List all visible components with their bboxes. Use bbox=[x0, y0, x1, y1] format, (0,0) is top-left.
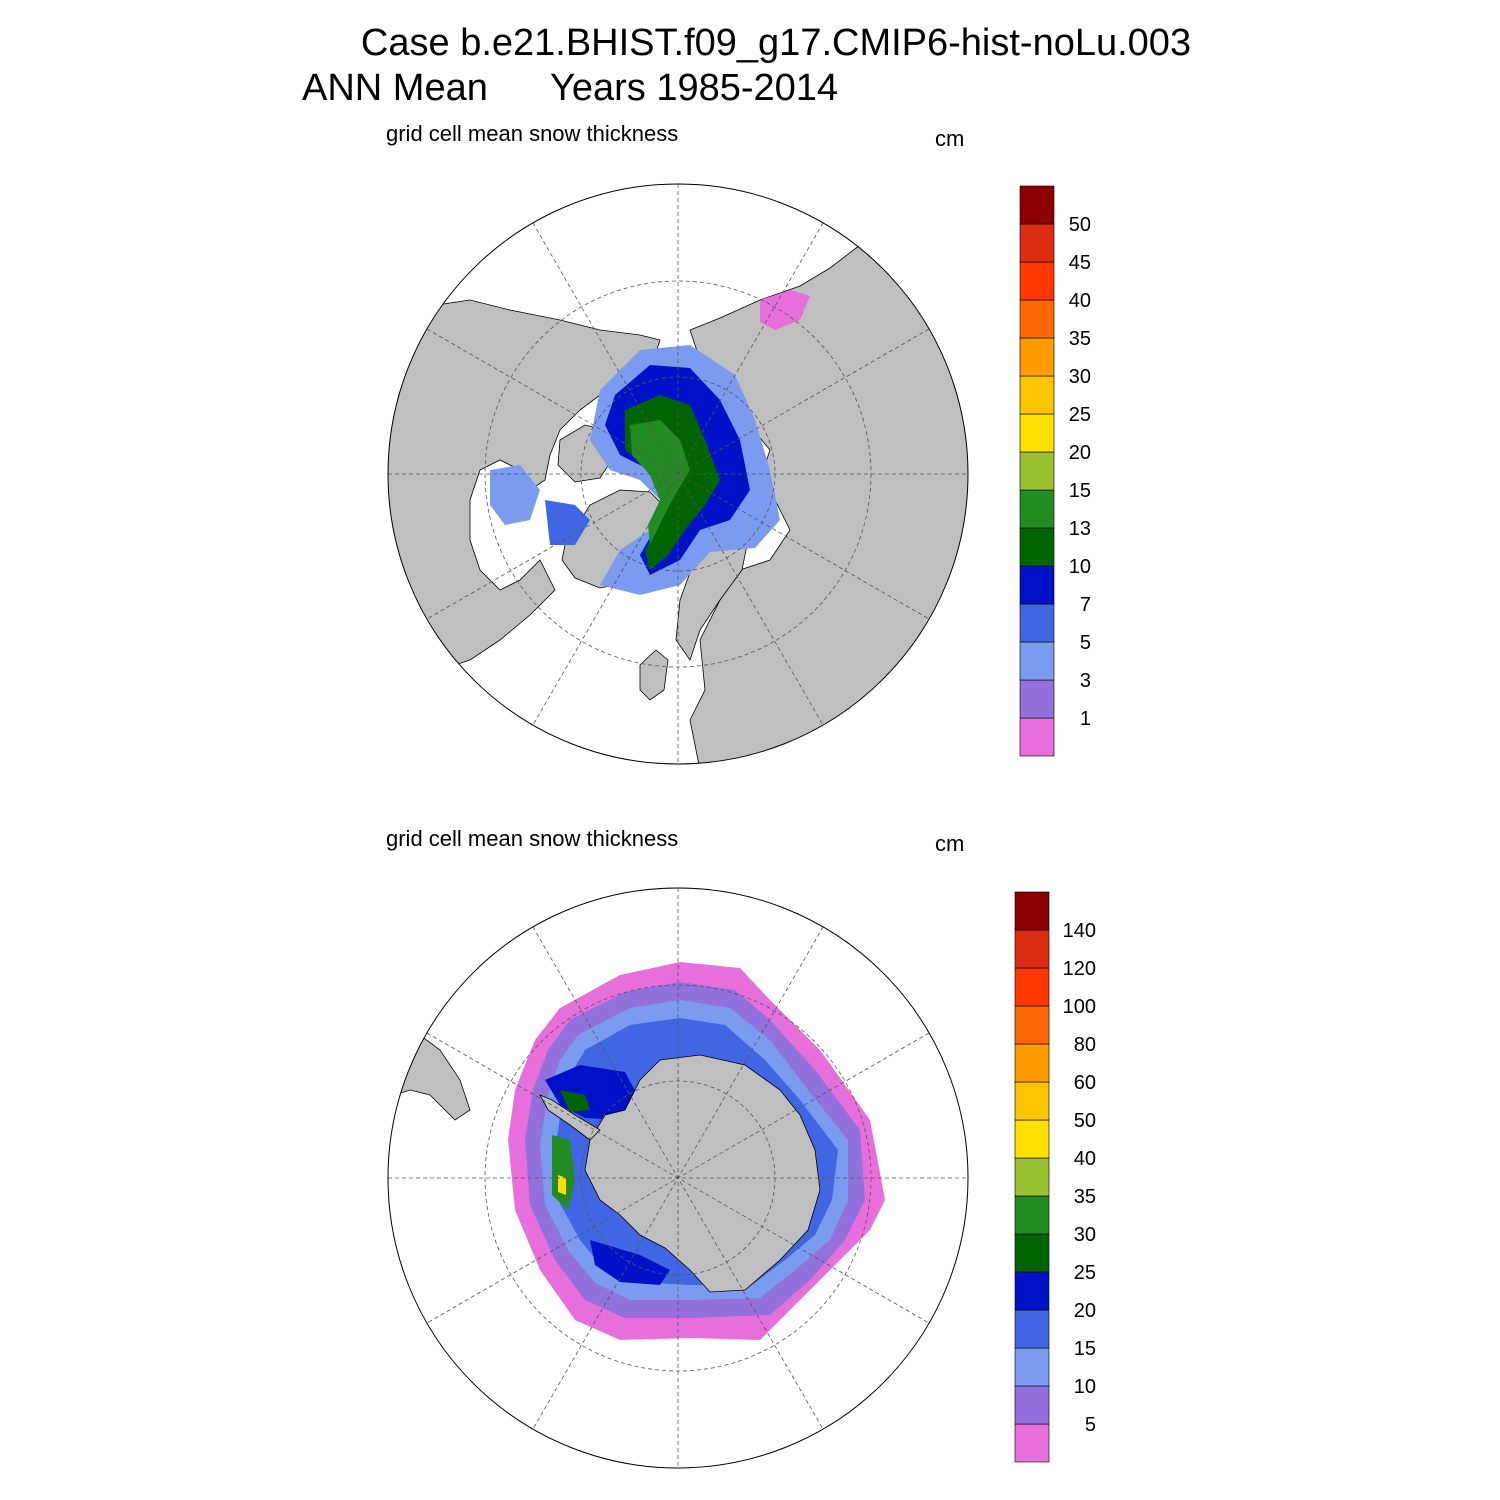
sh-map-border bbox=[387, 887, 969, 1469]
sh-colorbar-label: 20 bbox=[1074, 1300, 1096, 1322]
sh-colorbar-box bbox=[1014, 1423, 1050, 1463]
nh-colorbar-box bbox=[1019, 641, 1055, 681]
nh-colorbar-label: 40 bbox=[1069, 290, 1091, 312]
sh-colorbar-box bbox=[1014, 1233, 1050, 1273]
sh-snow-peninsula-green bbox=[552, 1135, 575, 1210]
sh-colorbar-box bbox=[1014, 1119, 1050, 1159]
nh-colorbar-label: 1 bbox=[1080, 708, 1091, 730]
nh-colorbar-box bbox=[1019, 375, 1055, 415]
figure-subtitle-years: Years 1985-2014 bbox=[550, 67, 838, 109]
nh-colorbar-label: 25 bbox=[1069, 404, 1091, 426]
nh-colorbar: 50 45 40 35 30 25 20 15 13 10 7 5 3 1 bbox=[1019, 185, 1091, 757]
sh-colorbar-box bbox=[1014, 1195, 1050, 1235]
nh-colorbar-box bbox=[1019, 337, 1055, 377]
nh-colorbar-label: 3 bbox=[1080, 670, 1091, 692]
nh-map bbox=[388, 184, 968, 764]
nh-colorbar-box bbox=[1019, 565, 1055, 605]
sh-colorbar-label: 120 bbox=[1063, 958, 1096, 980]
sh-colorbar-label: 40 bbox=[1074, 1148, 1096, 1170]
sh-land-antarctica bbox=[584, 1054, 821, 1293]
nh-land-britain bbox=[639, 649, 669, 701]
sh-colorbar-box bbox=[1014, 1081, 1050, 1121]
sh-snow-ross bbox=[590, 1240, 670, 1285]
sh-plot-title: grid cell mean snow thickness bbox=[386, 826, 678, 851]
nh-snow-hudson bbox=[490, 465, 540, 525]
sh-colorbar-box bbox=[1014, 1043, 1050, 1083]
sh-colorbar-label: 15 bbox=[1074, 1338, 1096, 1360]
nh-colorbar-box bbox=[1019, 679, 1055, 719]
nh-colorbar-box bbox=[1019, 451, 1055, 491]
sh-snow-weddell-green bbox=[560, 1090, 590, 1112]
sh-units-label: cm bbox=[935, 831, 964, 856]
figure-subtitle-period: ANN Mean bbox=[302, 67, 488, 109]
nh-colorbar-box bbox=[1019, 299, 1055, 339]
sh-colorbar-label: 25 bbox=[1074, 1262, 1096, 1284]
sh-colorbar-box bbox=[1014, 891, 1050, 931]
nh-plot-title: grid cell mean snow thickness bbox=[386, 121, 678, 146]
nh-colorbar-label: 45 bbox=[1069, 252, 1091, 274]
nh-colorbar-box bbox=[1019, 717, 1055, 757]
sh-colorbar-label: 60 bbox=[1074, 1072, 1096, 1094]
nh-colorbar-box bbox=[1019, 261, 1055, 301]
sh-colorbar-box bbox=[1014, 1347, 1050, 1387]
nh-colorbar-label: 30 bbox=[1069, 366, 1091, 388]
nh-colorbar-box bbox=[1019, 185, 1055, 225]
nh-colorbar-box bbox=[1019, 223, 1055, 263]
nh-colorbar-label: 15 bbox=[1069, 480, 1091, 502]
sh-graticule bbox=[388, 888, 968, 1468]
sh-colorbar-box bbox=[1014, 967, 1050, 1007]
nh-colorbar-label: 20 bbox=[1069, 442, 1091, 464]
sh-colorbar-box bbox=[1014, 929, 1050, 969]
sh-colorbar-label: 10 bbox=[1074, 1376, 1096, 1398]
nh-colorbar-label: 5 bbox=[1080, 632, 1091, 654]
nh-colorbar-label: 50 bbox=[1069, 214, 1091, 236]
sh-colorbar-label: 50 bbox=[1074, 1110, 1096, 1132]
nh-units-label: cm bbox=[935, 126, 964, 151]
sh-colorbar-box bbox=[1014, 1157, 1050, 1197]
sh-land-peninsula bbox=[539, 1094, 601, 1141]
sh-colorbar-label: 100 bbox=[1063, 996, 1096, 1018]
sh-colorbar-label: 80 bbox=[1074, 1034, 1096, 1056]
nh-snow-okhotsk bbox=[760, 290, 810, 330]
nh-panel: grid cell mean snow thickness cm bbox=[386, 121, 1091, 765]
sh-panel: grid cell mean snow thickness cm bbox=[386, 826, 1096, 1469]
sh-colorbar-box bbox=[1014, 1309, 1050, 1349]
nh-snow-core-13 bbox=[630, 420, 690, 545]
sh-colorbar-label: 140 bbox=[1063, 920, 1096, 942]
nh-map-border bbox=[387, 183, 969, 765]
sh-colorbar-box bbox=[1014, 1005, 1050, 1045]
nh-colorbar-label: 7 bbox=[1080, 594, 1091, 616]
nh-graticule bbox=[388, 184, 968, 764]
sh-colorbar: 140 120 100 80 60 50 40 35 30 25 20 15 10 5 bbox=[1014, 891, 1096, 1463]
sh-colorbar-label: 5 bbox=[1085, 1414, 1096, 1436]
nh-colorbar-box bbox=[1019, 489, 1055, 529]
sh-colorbar-box bbox=[1014, 1271, 1050, 1311]
nh-colorbar-label: 35 bbox=[1069, 328, 1091, 350]
figure-title: Case b.e21.BHIST.f09_g17.CMIP6-hist-noLu… bbox=[361, 22, 1191, 64]
sh-snow-peninsula-yellow bbox=[558, 1175, 566, 1195]
sh-colorbar-label: 35 bbox=[1074, 1186, 1096, 1208]
sh-map bbox=[388, 888, 968, 1468]
nh-colorbar-box bbox=[1019, 527, 1055, 567]
nh-colorbar-box bbox=[1019, 413, 1055, 453]
nh-snow-baffin bbox=[545, 500, 590, 545]
sh-colorbar-box bbox=[1014, 1385, 1050, 1425]
nh-colorbar-box bbox=[1019, 603, 1055, 643]
nh-colorbar-label: 13 bbox=[1069, 518, 1091, 540]
sh-colorbar-label: 30 bbox=[1074, 1224, 1096, 1246]
nh-colorbar-label: 10 bbox=[1069, 556, 1091, 578]
